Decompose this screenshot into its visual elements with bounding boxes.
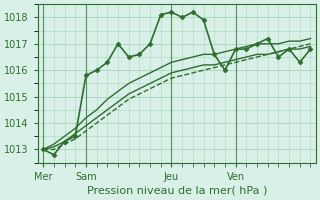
X-axis label: Pression niveau de la mer( hPa ): Pression niveau de la mer( hPa ) — [87, 186, 267, 196]
